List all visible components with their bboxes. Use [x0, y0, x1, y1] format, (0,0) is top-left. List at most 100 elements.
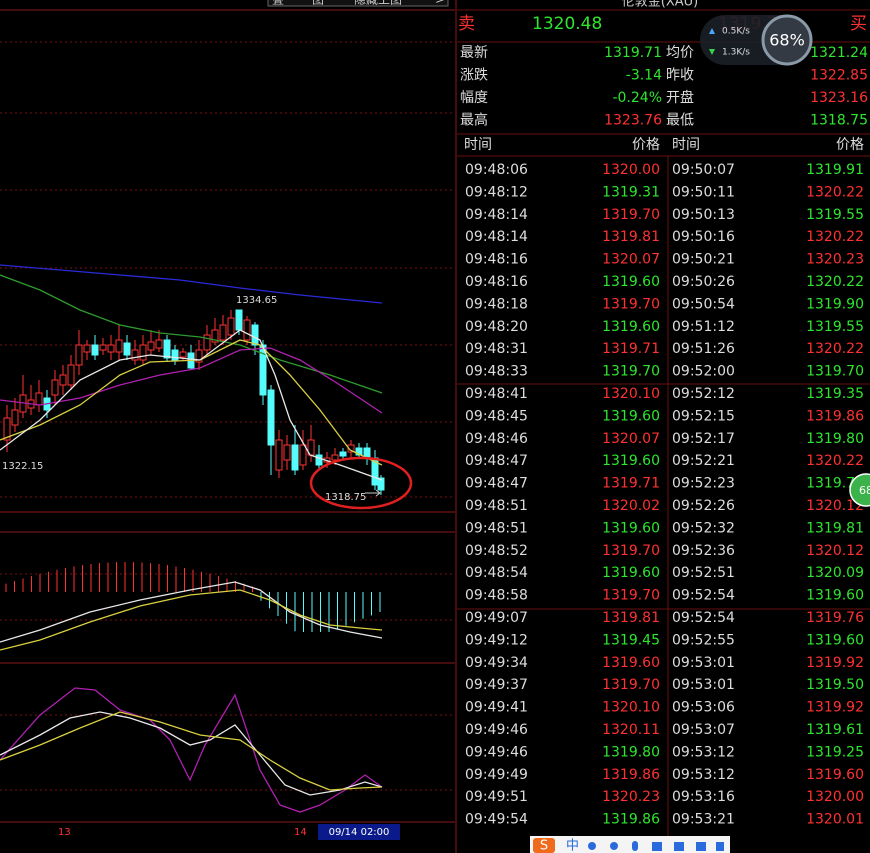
quote-label: 均价	[666, 45, 694, 61]
trade-price: 1319.92	[806, 655, 864, 671]
trade-time: 09:52:32	[672, 520, 735, 536]
trade-price: 1320.22	[806, 184, 864, 200]
trade-time: 09:48:31	[465, 341, 528, 357]
candle-body	[123, 342, 131, 356]
down-arrow	[709, 49, 715, 55]
trade-time: 09:52:21	[672, 453, 735, 469]
quote-label: 最高	[460, 112, 488, 129]
low-arrow	[365, 489, 381, 497]
candle-body	[51, 379, 59, 396]
moving-averages	[0, 264, 383, 481]
trade-time: 09:52:23	[672, 476, 735, 492]
quote-value: 1321.24	[810, 45, 868, 61]
trade-time: 09:53:12	[672, 744, 735, 760]
day-label: 14	[294, 827, 307, 838]
toolbar-button: >	[435, 0, 445, 7]
trade-time: 09:48:52	[465, 543, 528, 559]
trade-time: 09:52:15	[672, 408, 735, 424]
candle-body	[275, 439, 283, 471]
candle-body	[195, 349, 203, 363]
candle-body	[377, 477, 385, 491]
candle-body	[3, 417, 11, 441]
cursor-box	[318, 824, 400, 840]
trade-time: 09:52:17	[672, 431, 735, 447]
trade-time: 09:51:12	[672, 319, 735, 335]
candle-body	[227, 317, 235, 336]
trade-time: 09:49:46	[465, 744, 528, 760]
highlight-circle	[309, 456, 413, 510]
trade-price: 1320.12	[806, 498, 864, 514]
trade-price: 1320.09	[806, 565, 864, 581]
trade-price: 1319.80	[602, 744, 660, 760]
trade-price: 1320.22	[806, 341, 864, 357]
trade-price: 1320.11	[602, 722, 660, 738]
trade-time: 09:50:13	[672, 207, 735, 223]
trade-price: 1319.60	[602, 319, 660, 335]
trade-time: 09:49:37	[465, 677, 528, 693]
badge-text: 68	[859, 484, 870, 497]
trade-price: 1319.60	[602, 408, 660, 424]
candle-body	[243, 319, 251, 341]
trade-time: 09:48:51	[465, 498, 528, 514]
candle-body	[347, 444, 355, 453]
trade-price: 1319.92	[806, 700, 864, 716]
candle-body	[171, 349, 179, 361]
chart-grid	[0, 41, 455, 791]
quote-value: -3.14	[626, 68, 662, 84]
candle-body	[155, 339, 163, 349]
trade-price: 1319.70	[602, 207, 660, 223]
trade-time: 09:48:54	[465, 565, 528, 581]
trade-price: 1319.25	[806, 744, 864, 760]
candle-body	[235, 309, 243, 331]
trade-time: 09:53:16	[672, 789, 735, 805]
trade-price: 1319.61	[806, 722, 864, 738]
trade-time: 09:49:12	[465, 632, 528, 648]
quote-label: 涨跌	[460, 68, 488, 84]
trade-price: 1320.10	[602, 700, 660, 716]
candle-body	[11, 409, 19, 426]
trade-time: 09:48:16	[465, 274, 528, 290]
kdj-lines	[0, 687, 383, 813]
trade-price: 1319.91	[806, 162, 864, 178]
trade-price: 1320.07	[602, 252, 660, 268]
trade-price: 1319.60	[806, 632, 864, 648]
trade-price: 1319.70	[602, 588, 660, 604]
trade-price: 1319.60	[602, 565, 660, 581]
trade-price: 1320.00	[806, 789, 864, 805]
trade-time: 09:52:51	[672, 565, 735, 581]
candle-body	[259, 344, 267, 396]
trade-time: 09:50:26	[672, 274, 735, 290]
candle-body	[131, 349, 139, 361]
trade-time: 09:48:16	[465, 252, 528, 268]
quote-value: 1323.76	[604, 113, 662, 129]
trade-price: 1319.55	[806, 207, 864, 223]
trade-price: 1319.70	[602, 364, 660, 380]
quote-value: 1318.75	[810, 113, 868, 129]
ime-logo: S	[540, 839, 548, 853]
trade-time: 09:52:54	[672, 610, 735, 626]
trade-time: 09:51:26	[672, 341, 735, 357]
macd-lines	[0, 581, 383, 651]
ime-logo-bg	[533, 838, 555, 853]
quote-value: 1322.85	[810, 68, 868, 84]
column-header: 时间	[672, 137, 700, 153]
candle-body	[355, 447, 363, 456]
trade-price: 1319.31	[602, 184, 660, 200]
trade-price: 1319.81	[602, 229, 660, 245]
low-label: 1318.75	[325, 492, 366, 503]
trade-time: 09:48:51	[465, 520, 528, 536]
pane-borders	[0, 0, 457, 853]
speed-widget	[700, 14, 813, 66]
candle-body	[267, 389, 275, 446]
quote-label: 幅度	[460, 90, 488, 106]
candle-body	[163, 339, 171, 359]
trade-time: 09:48:45	[465, 408, 528, 424]
trade-time: 09:50:11	[672, 184, 735, 200]
trade-time: 09:48:58	[465, 588, 528, 604]
sell-label: 卖	[458, 14, 475, 34]
day-label: 13	[58, 827, 71, 838]
usage-percent: 68%	[769, 31, 805, 50]
candle-body	[59, 374, 67, 386]
candle-body	[75, 344, 83, 366]
